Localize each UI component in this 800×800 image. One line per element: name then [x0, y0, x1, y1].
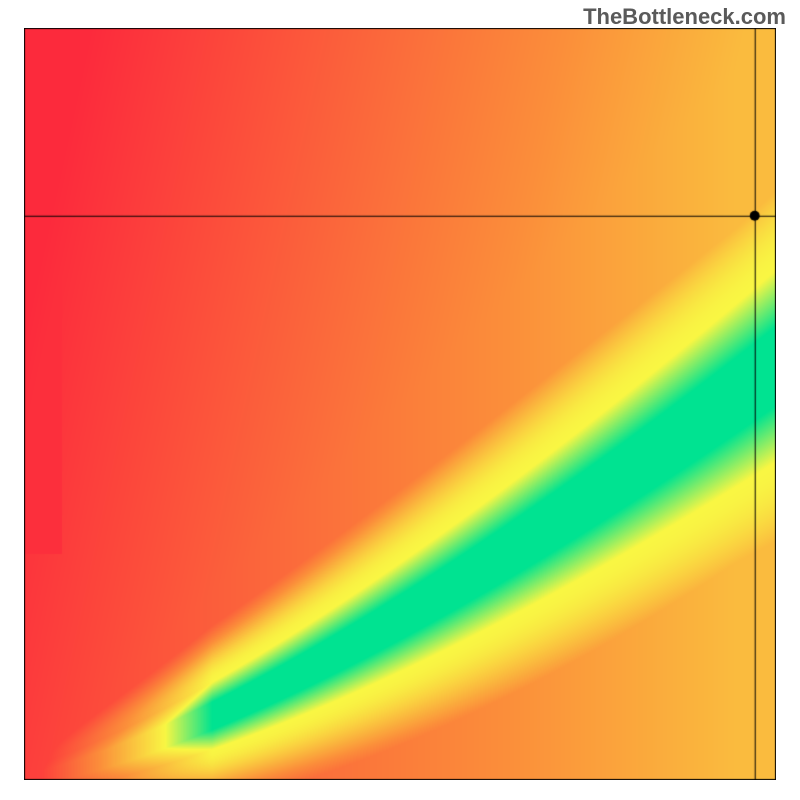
- source-watermark: TheBottleneck.com: [583, 4, 786, 30]
- crosshair-overlay: [24, 28, 776, 780]
